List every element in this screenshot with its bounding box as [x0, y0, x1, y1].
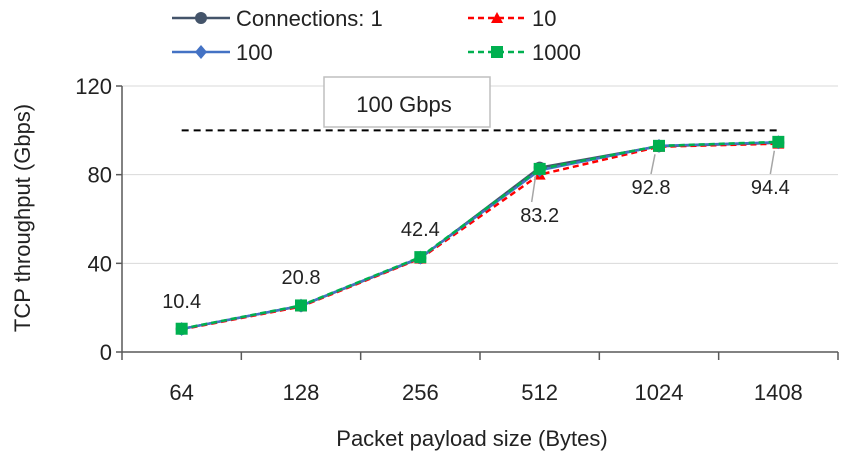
series-3-point	[414, 251, 427, 264]
legend-label: 10	[532, 6, 556, 31]
series-line-1	[181, 142, 779, 331]
reference-line-group: 100 Gbps	[181, 76, 779, 132]
x-tick-label: 128	[283, 380, 320, 405]
series-3-point	[533, 162, 546, 175]
series-group	[175, 135, 785, 336]
legend-swatch-marker	[491, 46, 503, 58]
x-tick-label: 1024	[635, 380, 684, 405]
y-tick-label: 40	[88, 251, 112, 276]
y-tick-label: 0	[100, 340, 112, 365]
series-line-0	[181, 141, 779, 331]
y-tick-label: 80	[88, 163, 112, 188]
data-label-leader	[769, 150, 776, 175]
legend-label: Connections: 1	[236, 6, 383, 31]
series-3-point	[772, 135, 785, 148]
axes: 0 40 80 120 64 128 256 512 1024 1408	[75, 74, 839, 405]
x-axis-title: Packet payload size (Bytes)	[336, 426, 607, 451]
legend-label: 100	[236, 40, 273, 65]
legend-swatch-marker	[491, 12, 503, 23]
series-line-3	[181, 140, 779, 330]
legend-swatch-marker	[195, 12, 207, 24]
x-tick-label: 256	[402, 380, 439, 405]
data-label-leader	[530, 175, 537, 203]
data-label-leader	[650, 154, 656, 175]
data-label: 10.4	[162, 291, 201, 313]
series-line-2	[181, 141, 779, 331]
data-label: 94.4	[751, 177, 790, 199]
data-label: 83.2	[520, 205, 559, 227]
legend-label: 1000	[532, 40, 581, 65]
reference-label: 100 Gbps	[356, 92, 451, 117]
legend: Connections: 1 10 100 1000	[172, 6, 581, 65]
data-label: 42.4	[401, 219, 440, 241]
y-axis-title: TCP throughput (Gbps)	[10, 104, 35, 332]
data-labels: 10.4 20.8 42.4 83.2 92.8 94.4	[162, 150, 790, 313]
data-label: 92.8	[632, 177, 671, 199]
legend-swatch-marker	[195, 45, 207, 59]
data-label: 20.8	[282, 267, 321, 289]
x-tick-label: 64	[169, 380, 193, 405]
x-tick-label: 512	[521, 380, 558, 405]
series-3-point	[295, 299, 307, 312]
x-tick-label: 1408	[754, 380, 803, 405]
reference-label-box	[323, 76, 491, 128]
y-tick-label: 120	[75, 74, 112, 99]
series-3-point	[175, 322, 188, 335]
series-3-point	[653, 139, 665, 152]
